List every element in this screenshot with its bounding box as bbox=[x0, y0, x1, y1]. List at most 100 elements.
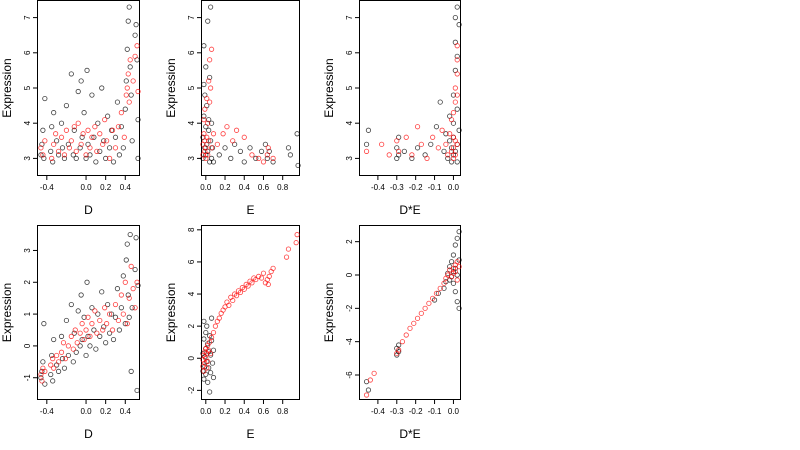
point-black bbox=[125, 292, 131, 298]
point-red bbox=[206, 78, 212, 84]
point-black bbox=[285, 145, 292, 151]
x-tick-label: 0.0 bbox=[448, 183, 460, 192]
y-tick-label: 2 bbox=[23, 279, 32, 284]
y-tick-label: 3 bbox=[23, 248, 32, 253]
point-black bbox=[135, 282, 141, 289]
point-red bbox=[411, 320, 417, 326]
point-red bbox=[283, 254, 290, 260]
point-black bbox=[65, 141, 71, 147]
point-red bbox=[264, 152, 270, 158]
point-red bbox=[38, 371, 44, 378]
point-black bbox=[428, 141, 434, 147]
y-tick-label: 7 bbox=[187, 15, 196, 20]
point-red bbox=[367, 377, 373, 383]
point-black bbox=[262, 141, 268, 147]
point-black bbox=[208, 315, 215, 321]
point-black bbox=[55, 368, 62, 374]
point-red bbox=[83, 152, 89, 158]
y-tick-label: 4 bbox=[23, 120, 32, 125]
point-black bbox=[454, 106, 460, 112]
point-black bbox=[247, 145, 253, 151]
point-red bbox=[80, 131, 86, 137]
point-red bbox=[285, 246, 292, 252]
point-black bbox=[83, 352, 89, 359]
point-black bbox=[216, 152, 222, 158]
y-tick-label: 4 bbox=[345, 120, 354, 125]
point-black bbox=[203, 329, 209, 336]
point-red bbox=[39, 378, 45, 384]
point-black bbox=[409, 155, 415, 161]
point-red bbox=[403, 134, 409, 140]
point-black bbox=[89, 92, 95, 98]
point-black bbox=[59, 356, 66, 362]
point-black bbox=[134, 387, 140, 394]
point-black bbox=[448, 145, 455, 151]
point-red bbox=[49, 155, 55, 161]
x-axis-label: D bbox=[84, 427, 93, 441]
point-black bbox=[84, 279, 90, 285]
point-black bbox=[454, 53, 460, 59]
point-red bbox=[260, 159, 267, 165]
point-black bbox=[50, 159, 56, 165]
point-black bbox=[129, 305, 135, 311]
point-black bbox=[258, 148, 265, 154]
point-black bbox=[38, 375, 44, 381]
point-red bbox=[205, 120, 211, 126]
point-red bbox=[403, 332, 409, 338]
point-black bbox=[206, 117, 212, 123]
point-red bbox=[54, 352, 60, 359]
point-black bbox=[441, 285, 447, 291]
point-red bbox=[68, 138, 74, 144]
point-black bbox=[70, 152, 76, 158]
point-red bbox=[202, 148, 208, 154]
point-black bbox=[118, 305, 124, 311]
y-tick-label: 5 bbox=[23, 85, 32, 90]
point-black bbox=[205, 18, 211, 24]
point-black bbox=[114, 99, 121, 105]
point-black bbox=[207, 74, 213, 81]
y-tick-label: 4 bbox=[187, 291, 196, 296]
point-red bbox=[205, 358, 211, 365]
point-red bbox=[207, 99, 213, 105]
point-red bbox=[418, 141, 424, 147]
point-black bbox=[448, 259, 455, 265]
point-black bbox=[99, 85, 105, 91]
point-black bbox=[101, 324, 107, 330]
point-red bbox=[202, 106, 208, 112]
point-black bbox=[97, 333, 103, 339]
point-red bbox=[452, 269, 458, 275]
y-axis-label: Expression bbox=[0, 58, 14, 117]
point-red bbox=[115, 124, 122, 130]
point-black bbox=[135, 155, 141, 161]
point-black bbox=[452, 242, 458, 248]
point-black bbox=[51, 110, 57, 116]
point-black bbox=[123, 257, 129, 263]
point-black bbox=[201, 81, 207, 88]
point-red bbox=[104, 138, 110, 144]
point-black bbox=[58, 333, 65, 339]
point-red bbox=[293, 240, 299, 246]
point-black bbox=[84, 67, 90, 74]
x-tick-label: 0.8 bbox=[277, 407, 289, 416]
point-black bbox=[128, 368, 134, 374]
x-tick-label: 0.2 bbox=[100, 407, 112, 416]
y-tick-label: 5 bbox=[187, 85, 196, 90]
y-axis-label: Expression bbox=[322, 58, 336, 117]
point-red bbox=[83, 327, 89, 333]
point-red bbox=[208, 85, 214, 91]
point-red bbox=[241, 286, 247, 292]
point-black bbox=[122, 106, 128, 112]
point-black bbox=[120, 273, 126, 279]
point-black bbox=[55, 152, 62, 158]
point-red bbox=[132, 305, 138, 311]
point-red bbox=[407, 325, 413, 331]
point-red bbox=[134, 43, 140, 49]
point-black bbox=[208, 138, 214, 144]
x-axis-label: D*E bbox=[399, 203, 420, 217]
point-red bbox=[58, 134, 65, 140]
point-red bbox=[51, 141, 57, 147]
point-black bbox=[73, 349, 79, 355]
point-black bbox=[39, 368, 45, 374]
point-black bbox=[433, 124, 440, 130]
point-red bbox=[201, 368, 207, 374]
